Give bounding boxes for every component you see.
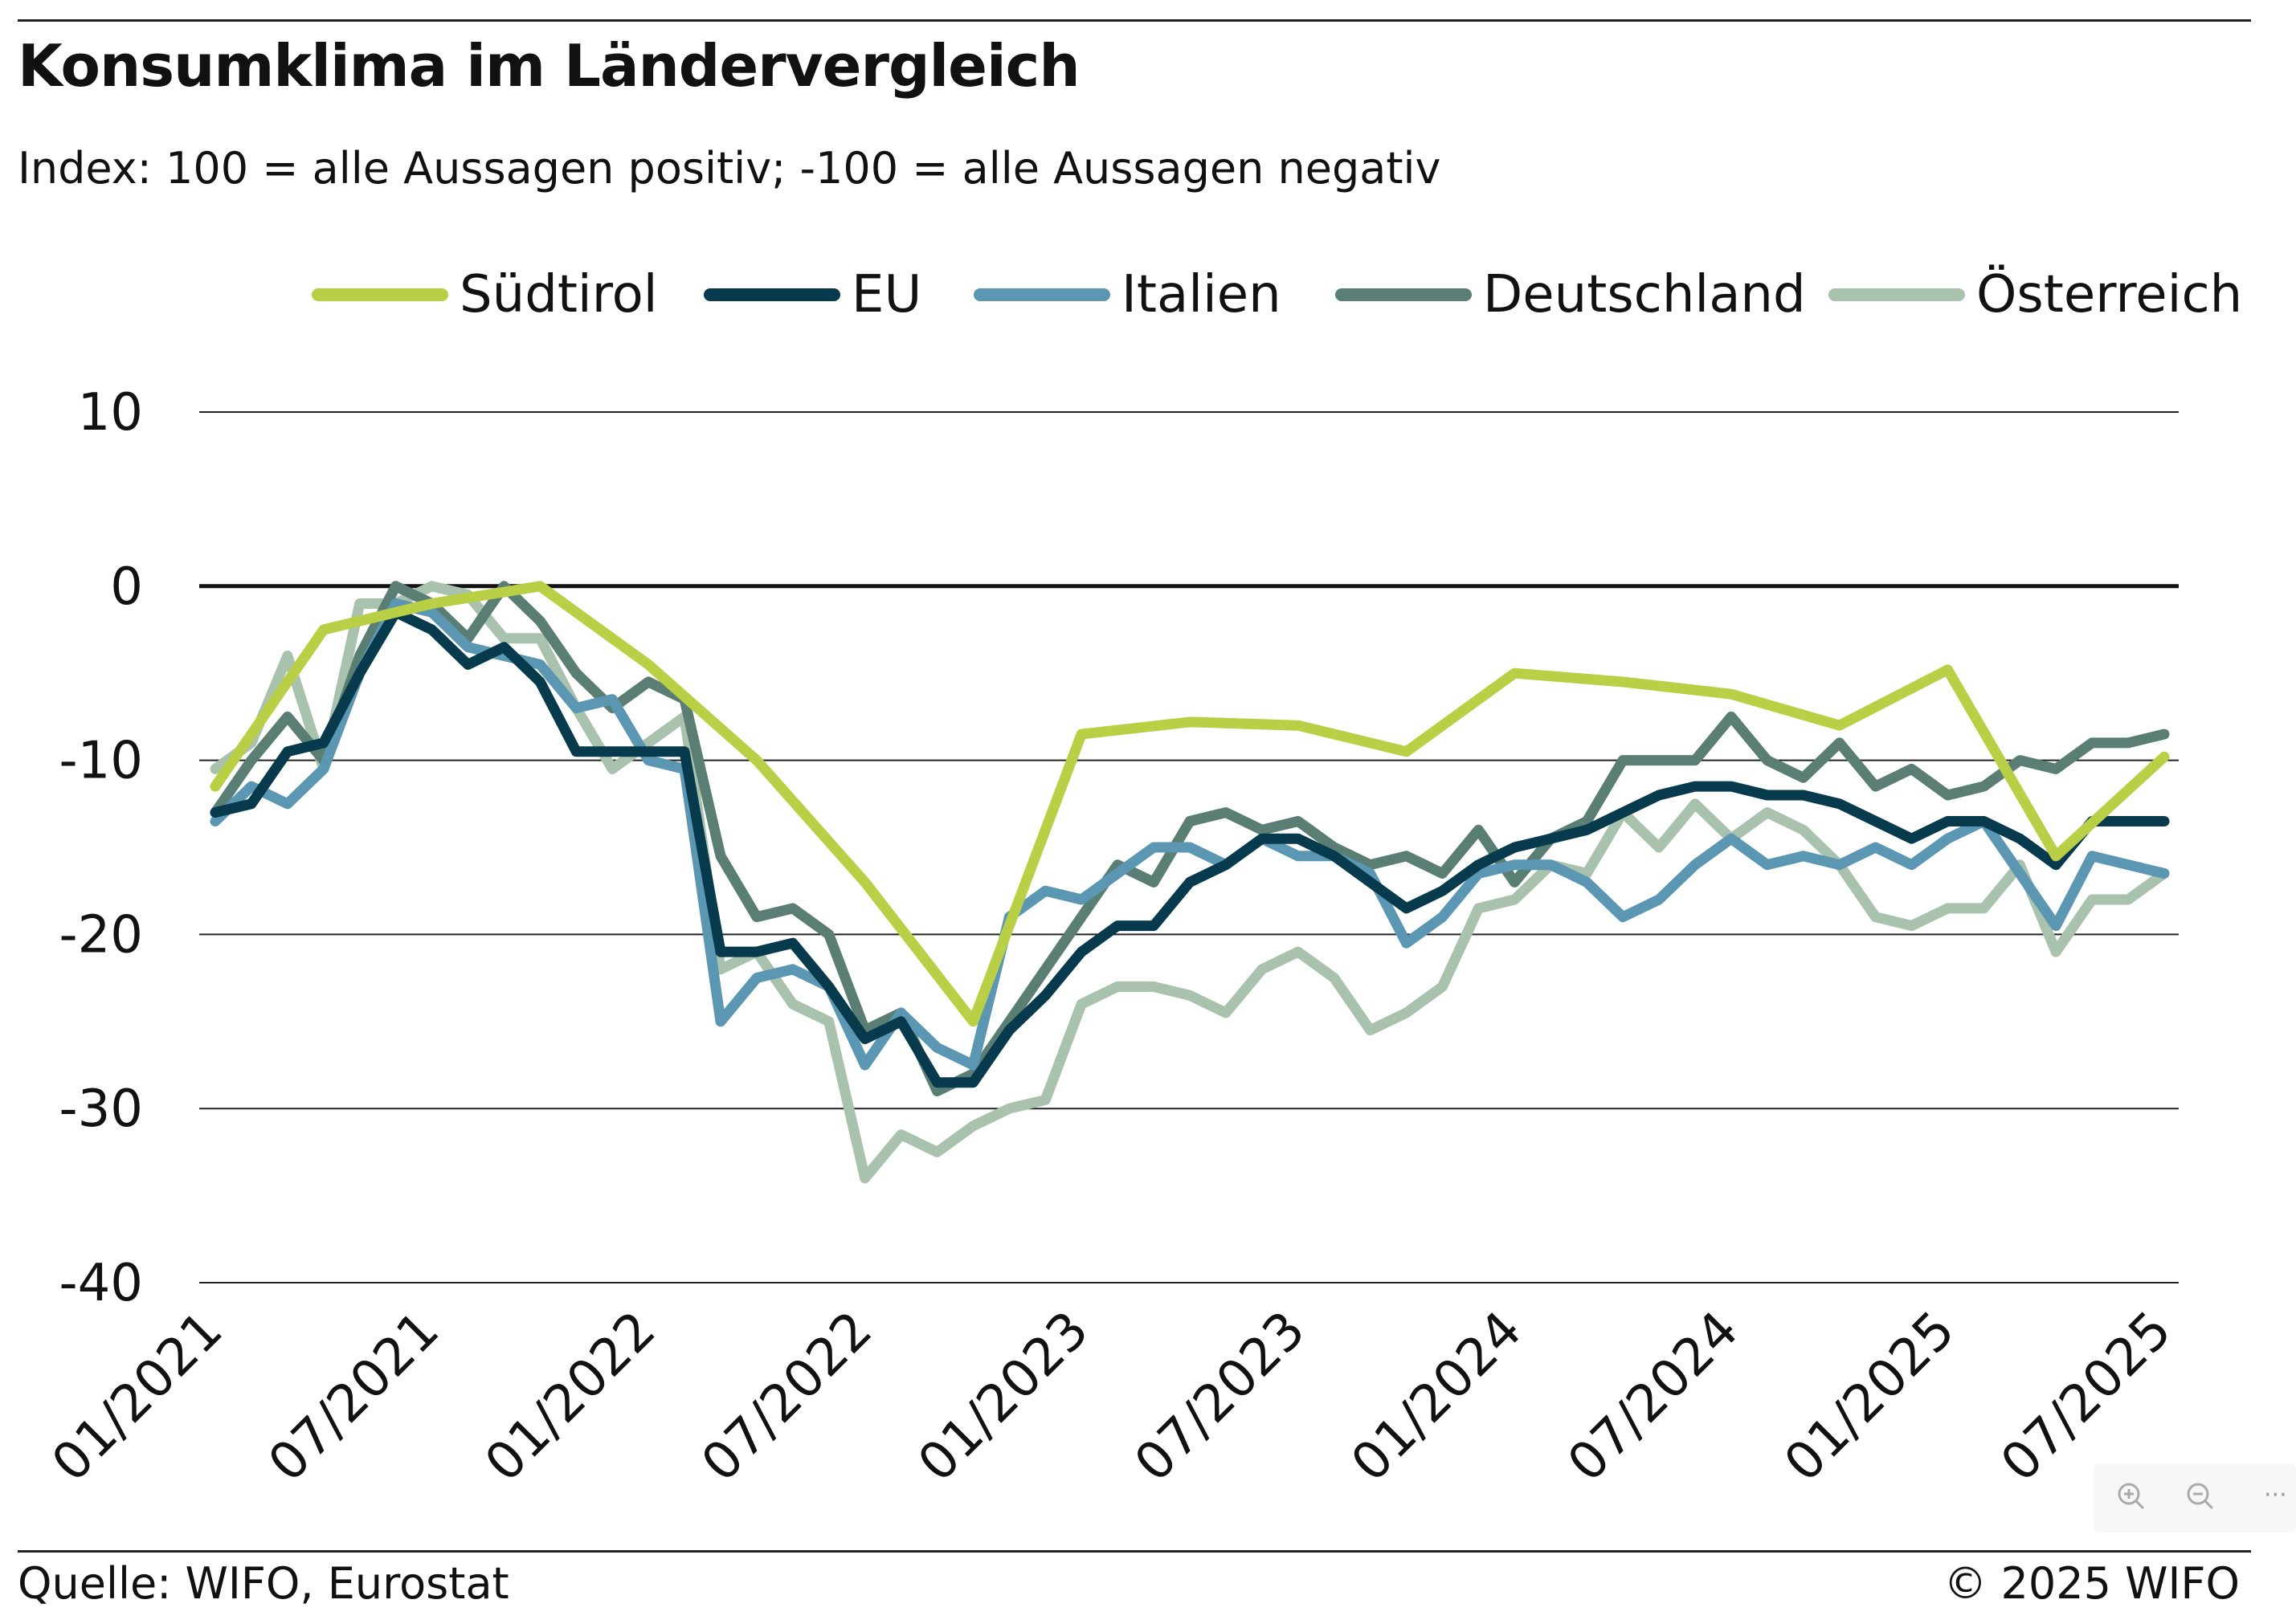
legend-label: Italien — [1121, 265, 1281, 324]
series-line-italien — [210, 598, 2170, 1071]
source-note: Quelle: WIFO, Eurostat — [18, 1558, 509, 1609]
y-tick-label: -30 — [59, 1079, 143, 1139]
series-line-eu — [210, 606, 2170, 1088]
chart-title: Konsumklima im Ländervergleich — [18, 32, 1081, 100]
chart-legend: Südtirol EU Italien Deutschland Österreich — [0, 259, 2296, 331]
x-tick-label: 07/2021 — [258, 1300, 451, 1493]
legend-swatch — [974, 288, 1110, 301]
zoom-in-button[interactable] — [2110, 1475, 2155, 1520]
legend-label: Deutschland — [1483, 265, 1806, 324]
top-rule — [18, 19, 2251, 22]
zoom-out-button[interactable] — [2179, 1475, 2224, 1520]
y-tick-label: 0 — [110, 557, 143, 617]
y-tick-label: -40 — [59, 1254, 143, 1313]
x-tick-label: 07/2023 — [1124, 1300, 1317, 1493]
y-tick-label: -20 — [59, 905, 143, 965]
x-tick-label: 07/2022 — [691, 1300, 884, 1493]
zoom-in-icon — [2118, 1483, 2145, 1510]
legend-swatch — [1828, 288, 1965, 301]
legend-item: Italien — [974, 259, 1281, 331]
x-tick-label: 01/2021 — [41, 1300, 234, 1493]
legend-swatch — [312, 288, 448, 301]
legend-item: Südtirol — [312, 259, 658, 331]
y-tick-label: -10 — [59, 732, 143, 791]
legend-item: Österreich — [1828, 259, 2242, 331]
legend-swatch — [1335, 288, 1472, 301]
x-tick-label: 01/2022 — [474, 1300, 667, 1493]
y-tick-label: 10 — [78, 383, 143, 443]
x-tick-label: 01/2025 — [1773, 1300, 1966, 1493]
zoom-out-icon — [2187, 1483, 2214, 1510]
x-tick-label: 01/2024 — [1340, 1300, 1533, 1493]
x-tick-label: 07/2024 — [1557, 1300, 1750, 1493]
legend-item: EU — [704, 259, 921, 331]
legend-label: EU — [852, 265, 922, 324]
series-line-deutschland — [210, 581, 2170, 1096]
copyright-note: © 2025 WIFO — [1943, 1558, 2240, 1609]
legend-item: Deutschland — [1335, 259, 1806, 331]
zoom-controls: ··· — [2094, 1463, 2296, 1532]
legend-swatch — [704, 288, 840, 301]
chart-subtitle: Index: 100 = alle Aussagen positiv; -100… — [18, 143, 1441, 194]
x-tick-label: 01/2023 — [907, 1300, 1100, 1493]
more-icon[interactable]: ··· — [2264, 1481, 2287, 1509]
series-line-südtirol — [210, 581, 2170, 1027]
legend-label: Österreich — [1976, 265, 2243, 324]
bottom-rule — [18, 1550, 2251, 1553]
legend-label: Südtirol — [460, 265, 658, 324]
